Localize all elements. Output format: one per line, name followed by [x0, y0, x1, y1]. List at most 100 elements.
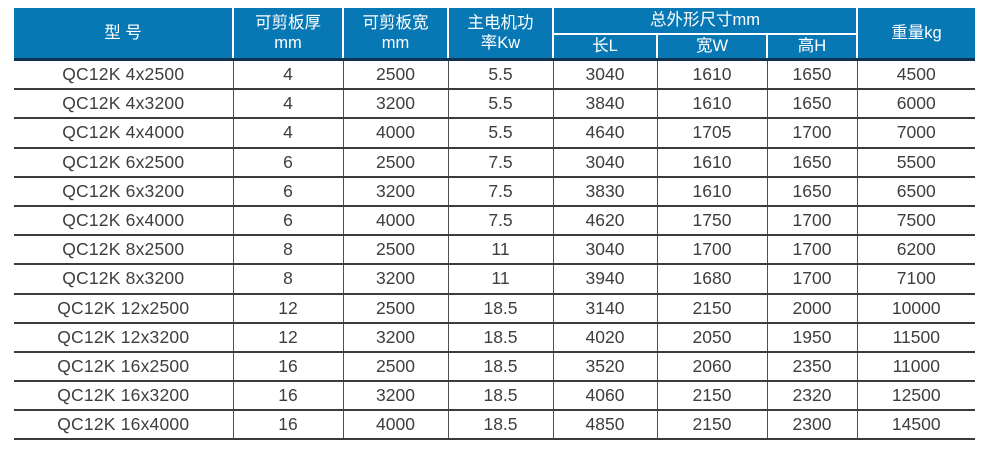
cell-width: 2150: [656, 293, 767, 324]
table-row: QC12K 16x2500 16 2500 18.5 3520 2060 2350 11000: [14, 351, 976, 383]
cell-thickness: 6: [232, 176, 343, 207]
cell-length: 4620: [552, 205, 657, 237]
table-row: QC12K 4x4000 4 4000 5.5 4640 1705 1700 7000: [14, 118, 976, 149]
table-row: QC12K 8x2500 8 2500 11 3040 1700 1700 6200: [14, 235, 976, 266]
table-row: QC12K 8x3200 8 3200 11 3940 1680 1700 7100: [14, 264, 976, 295]
cell-length: 4850: [552, 410, 657, 441]
cell-height: 2300: [766, 410, 858, 441]
cell-thickness: 12: [232, 293, 343, 324]
cell-weight: 4500: [856, 58, 976, 91]
cell-model: QC12K 4x4000: [14, 118, 233, 149]
cell-thickness: 8: [232, 235, 343, 266]
table-row: QC12K 6x2500 6 2500 7.5 3040 1610 1650 5500: [14, 147, 976, 178]
cell-weight: 7000: [856, 118, 976, 149]
cell-thickness: 8: [232, 264, 343, 295]
cell-width: 1610: [656, 89, 767, 120]
cell-plate-width: 4000: [342, 118, 448, 149]
cell-thickness: 16: [232, 381, 343, 412]
cell-plate-width: 2500: [342, 147, 448, 178]
cell-width: 2060: [656, 351, 767, 383]
table-row: QC12K 6x3200 6 3200 7.5 3830 1610 1650 6500: [14, 176, 976, 207]
cell-power: 11: [447, 235, 553, 266]
cell-width: 1700: [656, 235, 767, 266]
cell-weight: 12500: [856, 381, 976, 412]
cell-length: 4060: [552, 381, 657, 412]
cell-power: 5.5: [447, 118, 553, 149]
cell-length: 3840: [552, 89, 657, 120]
cell-model: QC12K 6x4000: [14, 205, 233, 237]
cell-weight: 6000: [856, 89, 976, 120]
cell-width: 1750: [656, 205, 767, 237]
cell-model: QC12K 16x2500: [14, 351, 233, 383]
header-power: 主电机功 率Kw: [447, 8, 553, 60]
cell-plate-width: 4000: [342, 205, 448, 237]
header-weight: 重量kg: [856, 8, 976, 60]
cell-power: 18.5: [447, 322, 553, 353]
cell-thickness: 4: [232, 89, 343, 120]
cell-length: 3140: [552, 293, 657, 324]
cell-height: 1650: [766, 176, 858, 207]
cell-height: 1650: [766, 147, 858, 178]
cell-model: QC12K 6x2500: [14, 147, 233, 178]
cell-thickness: 12: [232, 322, 343, 353]
header-width: 宽W: [656, 34, 767, 60]
cell-model: QC12K 8x3200: [14, 264, 233, 295]
table-row: QC12K 12x2500 12 2500 18.5 3140 2150 2000 10000: [14, 293, 976, 324]
header-length: 长L: [552, 34, 657, 60]
cell-thickness: 6: [232, 205, 343, 237]
cell-weight: 10000: [856, 293, 976, 324]
cell-power: 18.5: [447, 381, 553, 412]
cell-model: QC12K 8x2500: [14, 235, 233, 266]
cell-length: 3940: [552, 264, 657, 295]
cell-height: 1700: [766, 264, 858, 295]
cell-power: 5.5: [447, 89, 553, 120]
cell-plate-width: 2500: [342, 293, 448, 324]
cell-width: 1610: [656, 176, 767, 207]
cell-height: 2000: [766, 293, 858, 324]
cell-height: 1700: [766, 205, 858, 237]
cell-length: 3040: [552, 147, 657, 178]
cell-plate-width: 2500: [342, 351, 448, 383]
table-row: QC12K 4x2500 4 2500 5.5 3040 1610 1650 4500: [14, 58, 976, 91]
cell-weight: 6200: [856, 235, 976, 266]
cell-weight: 11000: [856, 351, 976, 383]
cell-width: 1705: [656, 118, 767, 149]
cell-plate-width: 2500: [342, 58, 448, 91]
cell-weight: 7100: [856, 264, 976, 295]
cell-width: 1610: [656, 58, 767, 91]
cell-height: 2320: [766, 381, 858, 412]
header-plate-width: 可剪板宽 mm: [342, 8, 448, 60]
cell-thickness: 4: [232, 118, 343, 149]
cell-width: 2050: [656, 322, 767, 353]
table-row: QC12K 6x4000 6 4000 7.5 4620 1750 1700 7500: [14, 205, 976, 237]
table-body: QC12K 4x2500 4 2500 5.5 3040 1610 1650 4500 QC12…: [14, 58, 976, 441]
cell-height: 1700: [766, 235, 858, 266]
cell-model: QC12K 16x4000: [14, 410, 233, 441]
cell-height: 2350: [766, 351, 858, 383]
spec-table: 型 号 可剪板厚 mm 可剪板宽 mm 主电机功 率Kw 总外形尺寸mm 重量k…: [14, 8, 976, 441]
table-row: QC12K 16x3200 16 3200 18.5 4060 2150 2320 12500: [14, 381, 976, 412]
cell-width: 2150: [656, 410, 767, 441]
cell-model: QC12K 16x3200: [14, 381, 233, 412]
cell-plate-width: 2500: [342, 235, 448, 266]
cell-power: 7.5: [447, 205, 553, 237]
header-dimensions-group: 总外形尺寸mm: [551, 8, 858, 35]
cell-plate-width: 3200: [342, 381, 448, 412]
cell-thickness: 16: [232, 351, 343, 383]
table-header: 型 号 可剪板厚 mm 可剪板宽 mm 主电机功 率Kw 总外形尺寸mm 重量k…: [14, 8, 976, 60]
cell-height: 1650: [766, 89, 858, 120]
cell-power: 7.5: [447, 147, 553, 178]
cell-power: 18.5: [447, 293, 553, 324]
cell-width: 1610: [656, 147, 767, 178]
header-height: 高H: [765, 34, 858, 60]
cell-model: QC12K 4x2500: [14, 58, 233, 91]
cell-plate-width: 3200: [342, 264, 448, 295]
table-row: QC12K 16x4000 16 4000 18.5 4850 2150 2300 14500: [14, 410, 976, 441]
header-thickness: 可剪板厚 mm: [232, 8, 343, 60]
cell-length: 4020: [552, 322, 657, 353]
cell-power: 18.5: [447, 410, 553, 441]
cell-height: 1650: [766, 58, 858, 91]
cell-power: 7.5: [447, 176, 553, 207]
cell-plate-width: 3200: [342, 322, 448, 353]
cell-weight: 5500: [856, 147, 976, 178]
